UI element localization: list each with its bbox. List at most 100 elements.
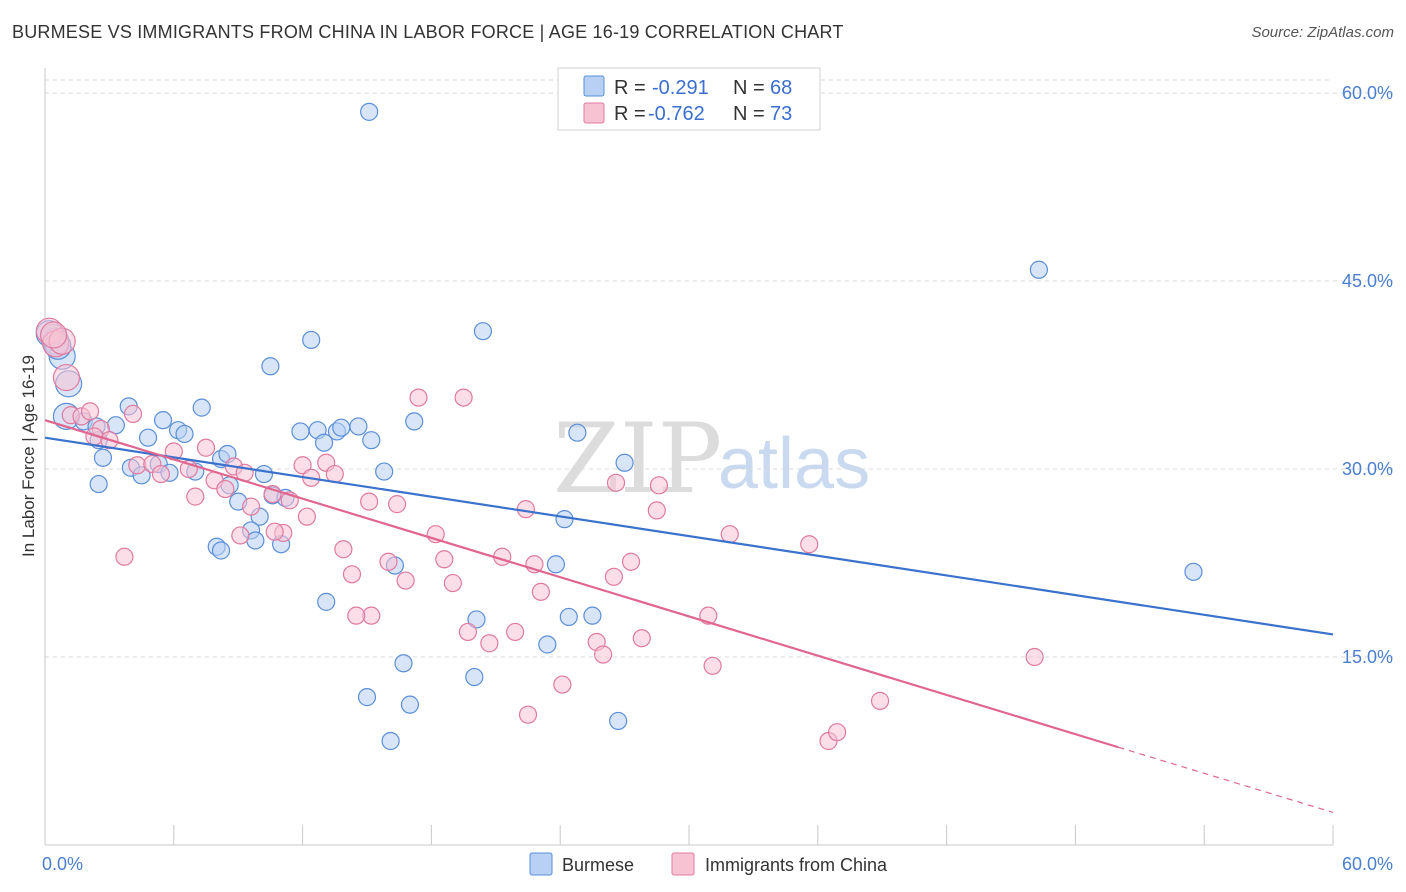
burmese-point-13	[175, 424, 194, 444]
china-trend-line-extension	[1118, 746, 1334, 813]
y-axis-label: In Labor Force | Age 16-19	[19, 355, 38, 557]
burmese-point-63	[400, 695, 420, 714]
top-legend: R = -0.291 N = 68 R = -0.762 N = 73	[557, 67, 821, 131]
china-point-60	[800, 535, 819, 554]
china-point-71	[39, 321, 68, 349]
china-point-47	[516, 500, 535, 519]
china-point-34	[360, 492, 379, 511]
legend-n-label-burmese: N =	[733, 77, 765, 99]
burmese-point-62	[357, 688, 377, 707]
burmese-point-14	[192, 398, 211, 417]
china-point-35	[379, 552, 398, 571]
y-tick-label-45: 45.0%	[1342, 271, 1393, 291]
china-point-59	[720, 525, 739, 544]
burmese-point-56	[559, 607, 578, 627]
burmese-point-42	[246, 531, 265, 550]
china-point-43	[458, 622, 477, 642]
china-point-64	[1025, 647, 1044, 667]
burmese-point-49	[615, 453, 634, 472]
china-point-54	[632, 629, 651, 648]
china-point-29	[231, 526, 250, 545]
china-point-16	[186, 487, 205, 506]
china-point-18	[216, 479, 235, 499]
burmese-point-58	[467, 610, 486, 629]
bottom-legend-swatch-china	[671, 852, 695, 876]
burmese-point-24	[254, 464, 274, 484]
china-point-37	[396, 571, 415, 590]
legend-r-value-burmese: -0.291	[652, 77, 709, 99]
chart-title: BURMESE VS IMMIGRANTS FROM CHINA IN LABO…	[12, 22, 844, 42]
legend-r-value-china: -0.762	[648, 103, 705, 125]
china-trend-line	[44, 419, 1119, 749]
burmese-point-45	[405, 412, 424, 431]
china-point-49	[531, 582, 550, 601]
china-point-12	[151, 464, 171, 484]
burmese-point-47	[555, 510, 574, 529]
china-point-5	[80, 402, 100, 421]
burmese-point-30	[291, 422, 310, 441]
legend-n-value-burmese: 68	[770, 77, 792, 99]
china-point-36	[387, 495, 407, 514]
burmese-point-52	[360, 102, 379, 121]
burmese-point-54	[1184, 562, 1203, 581]
burmese-point-15	[93, 448, 113, 467]
china-point-58	[703, 656, 722, 675]
bottom-legend: Burmese Immigrants from China	[529, 852, 888, 876]
china-point-31	[297, 507, 316, 526]
china-point-51	[594, 645, 613, 664]
burmese-point-34	[332, 418, 351, 437]
china-point-68	[518, 705, 538, 724]
china-point-10	[128, 456, 147, 475]
china-point-63	[870, 691, 890, 710]
burmese-point-27	[89, 474, 108, 494]
legend-r-label-burmese: R =	[614, 77, 646, 99]
legend-n-value-china: 73	[770, 103, 792, 125]
bottom-legend-swatch-burmese	[529, 852, 553, 876]
burmese-point-35	[349, 417, 368, 436]
y-tick-label-15: 15.0%	[1342, 647, 1393, 667]
x-tick-label-max: 60.0%	[1342, 854, 1393, 874]
trend-lines	[44, 419, 1334, 813]
legend-swatch-burmese	[583, 75, 605, 97]
china-point-62	[828, 723, 847, 742]
burmese-point-65	[381, 731, 400, 751]
china-points	[35, 317, 1044, 751]
burmese-point-36	[362, 431, 381, 450]
burmese-point-11	[153, 411, 173, 430]
burmese-point-37	[375, 462, 394, 481]
china-point-52	[604, 567, 623, 586]
china-point-28	[115, 547, 134, 566]
china-point-44	[480, 634, 499, 653]
burmese-point-57	[583, 606, 602, 625]
burmese-point-40	[211, 541, 231, 560]
china-point-66	[347, 606, 366, 625]
china-point-24	[293, 456, 312, 475]
burmese-point-44	[317, 592, 336, 611]
china-point-42	[454, 388, 473, 407]
china-point-72	[265, 522, 284, 541]
bottom-legend-label-china: Immigrants from China	[705, 855, 888, 875]
source-credit: Source: ZipAtlas.com	[1251, 24, 1394, 41]
watermark-zip: ZIP	[553, 403, 722, 515]
china-point-2	[52, 363, 81, 392]
china-point-15	[196, 438, 216, 457]
china-point-38	[409, 388, 428, 407]
china-point-53	[621, 552, 641, 571]
burmese-point-51	[302, 330, 321, 350]
burmese-point-53	[1029, 260, 1049, 279]
watermark-atlas: atlas	[718, 424, 870, 504]
burmese-point-60	[394, 654, 413, 673]
burmese-point-8	[106, 416, 125, 435]
burmese-trend-line	[44, 436, 1334, 636]
burmese-point-55	[546, 555, 566, 574]
bottom-legend-label-burmese: Burmese	[562, 855, 634, 875]
legend-n-label-china: N =	[733, 103, 765, 125]
china-point-56	[649, 476, 669, 495]
y-tick-labels: 15.0% 30.0% 45.0% 60.0%	[1342, 83, 1393, 667]
burmese-point-50	[261, 357, 280, 376]
burmese-point-32	[314, 433, 334, 452]
y-tick-label-30: 30.0%	[1342, 459, 1393, 479]
x-axis-ticks	[44, 825, 1334, 845]
legend-swatch-china	[583, 102, 605, 124]
